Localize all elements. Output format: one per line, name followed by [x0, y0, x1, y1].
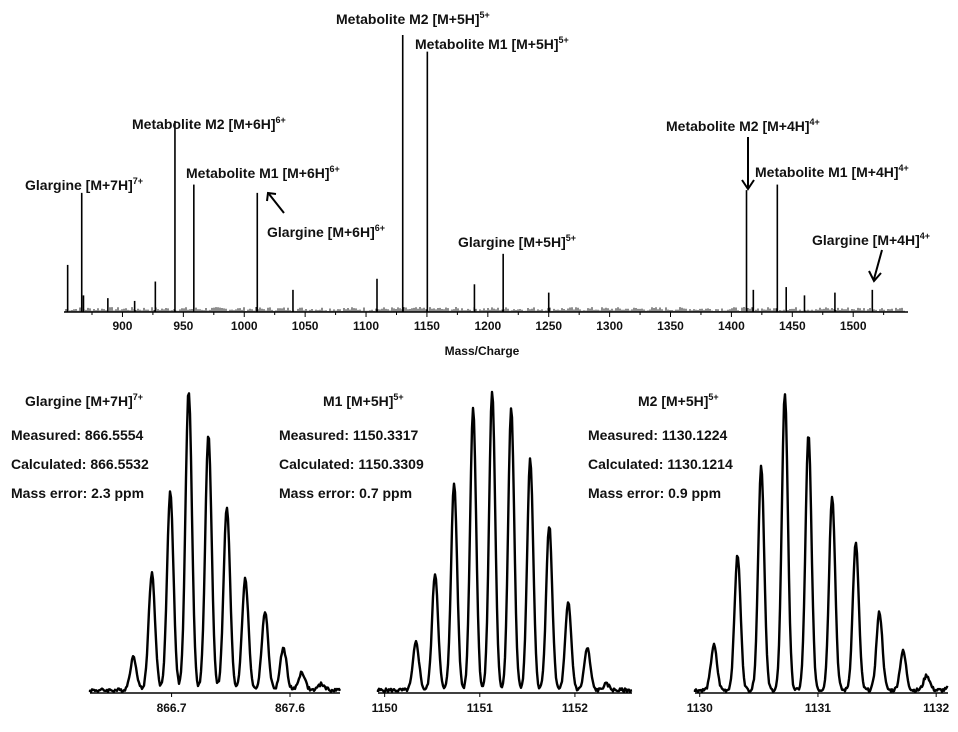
top-x-tick-label: 1050	[292, 319, 319, 333]
top-x-ticks: 900 950 1000 1050 1100 1150 1200 1250 1300 1350 14…	[91, 312, 885, 333]
arrow-glargine-4h	[868, 249, 883, 283]
annotation-glargine-5h: Glargine [M+5H]5+	[458, 233, 576, 250]
calculated-m1: Calculated: 1150.3309	[279, 456, 424, 472]
measured-glargine: Measured: 866.5554	[11, 427, 144, 443]
top-x-tick-label: 950	[173, 319, 193, 333]
mass-error-m2: Mass error: 0.9 ppm	[588, 485, 721, 501]
top-x-tick-label: 1150	[414, 319, 440, 333]
panel-tick-label: 1130	[687, 701, 713, 715]
top-x-tick-label: 1450	[779, 319, 806, 333]
isotope-trace-m1	[376, 390, 633, 694]
annotation-glargine-4h: Glargine [M+4H]4+	[812, 231, 930, 248]
panel-title-glargine: Glargine [M+7H]7+	[25, 392, 143, 409]
isotope-panel-m2: M2 [M+5H]5+ Measured: 1130.1224 Calculat…	[588, 392, 950, 715]
isotope-panel-m1: M1 [M+5H]5+ Measured: 1150.3317 Calculat…	[279, 390, 633, 715]
mass-error-glargine: Mass error: 2.3 ppm	[11, 485, 144, 501]
panel-m1-ticks: 1150 1151 1152	[372, 693, 588, 715]
top-x-tick-label: 1300	[596, 319, 623, 333]
annotation-glargine-7h: Glargine [M+7H]7+	[25, 176, 143, 193]
baseline-noise	[65, 307, 905, 312]
arrow-m2-4h	[741, 137, 755, 191]
measured-m1: Measured: 1150.3317	[279, 427, 419, 443]
annotation-m1-4h: Metabolite M1 [M+4H]4+	[755, 163, 909, 180]
annotation-m2-6h: Metabolite M2 [M+6H]6+	[132, 115, 286, 132]
isotope-trace-glargine	[88, 392, 342, 694]
top-x-tick-label: 1000	[231, 319, 258, 333]
top-x-tick-label: 1250	[535, 319, 562, 333]
isotope-trace-m2	[693, 393, 949, 694]
full-mass-spectrum: 900 950 1000 1050 1100 1150 1200 1250 1300 1350 14…	[25, 10, 930, 358]
panel-tick-label: 1152	[562, 701, 588, 715]
annotation-m2-4h: Metabolite M2 [M+4H]4+	[666, 117, 820, 134]
panel-tick-label: 1132	[923, 701, 949, 715]
annotation-glargine-6h: Glargine [M+6H]6+	[267, 223, 385, 240]
top-x-tick-label: 900	[112, 319, 132, 333]
top-x-tick-label: 1400	[718, 319, 745, 333]
panel-tick-label: 1150	[372, 701, 398, 715]
top-x-tick-label: 1200	[474, 319, 501, 333]
panel-tick-label: 1131	[805, 701, 831, 715]
mass-error-m1: Mass error: 0.7 ppm	[279, 485, 412, 501]
panel-title-m1: M1 [M+5H]5+	[323, 392, 404, 409]
panel-tick-label: 867.6	[275, 701, 305, 715]
annotation-m1-6h: Metabolite M1 [M+6H]6+	[186, 164, 340, 181]
top-x-tick-label: 1500	[840, 319, 867, 333]
panel-tick-label: 866.7	[157, 701, 187, 715]
measured-m2: Measured: 1130.1224	[588, 427, 728, 443]
calculated-m2: Calculated: 1130.1214	[588, 456, 733, 472]
panel-tick-label: 1151	[467, 701, 493, 715]
arrow-glargine-6h	[266, 191, 285, 214]
isotope-panel-glargine: Glargine [M+7H]7+ Measured: 866.5554 Cal…	[11, 392, 342, 715]
panel-m2-ticks: 1130 1131 1132	[687, 693, 950, 715]
panel-title-m2: M2 [M+5H]5+	[638, 392, 719, 409]
panel-glargine-ticks: 866.7 867.6	[157, 693, 305, 715]
calculated-glargine: Calculated: 866.5532	[11, 456, 149, 472]
top-x-tick-label: 1100	[353, 319, 379, 333]
top-spectrum-peaks	[65, 35, 905, 312]
annotation-m1-5h: Metabolite M1 [M+5H]5+	[415, 35, 569, 52]
annotation-m2-5h: Metabolite M2 [M+5H]5+	[336, 10, 490, 27]
top-x-tick-label: 1350	[657, 319, 684, 333]
top-x-axis-label: Mass/Charge	[445, 344, 520, 358]
